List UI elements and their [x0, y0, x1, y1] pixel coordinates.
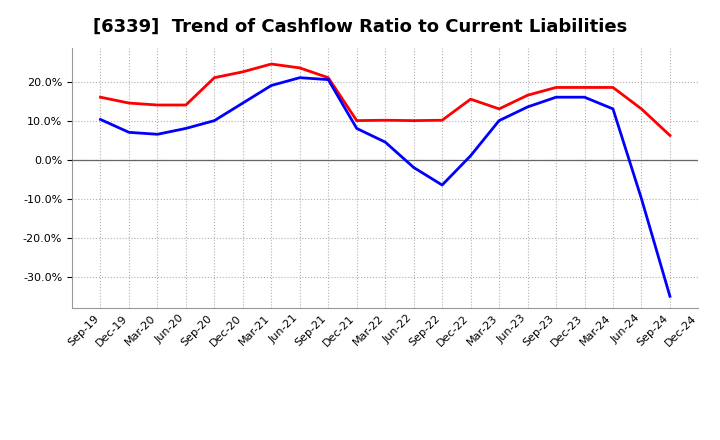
Free CF to Current Liabilities [495, 118, 503, 123]
Free CF to Current Liabilities [352, 126, 361, 131]
Operating CF to Current Liabilities [552, 85, 560, 90]
Operating CF to Current Liabilities [267, 61, 276, 66]
Free CF to Current Liabilities [210, 118, 219, 123]
Free CF to Current Liabilities [410, 165, 418, 170]
Operating CF to Current Liabilities [153, 103, 162, 108]
Free CF to Current Liabilities [181, 126, 190, 131]
Line: Free CF to Current Liabilities: Free CF to Current Liabilities [101, 78, 670, 296]
Operating CF to Current Liabilities [637, 106, 646, 112]
Operating CF to Current Liabilities [381, 117, 390, 123]
Operating CF to Current Liabilities [410, 118, 418, 123]
Operating CF to Current Liabilities [438, 117, 446, 123]
Operating CF to Current Liabilities [295, 65, 304, 70]
Free CF to Current Liabilities [467, 153, 475, 158]
Free CF to Current Liabilities [637, 196, 646, 202]
Free CF to Current Liabilities [267, 83, 276, 88]
Operating CF to Current Liabilities [181, 103, 190, 108]
Free CF to Current Liabilities [608, 106, 617, 112]
Operating CF to Current Liabilities [523, 92, 532, 98]
Free CF to Current Liabilities [665, 293, 674, 299]
Operating CF to Current Liabilities [125, 100, 133, 106]
Operating CF to Current Liabilities [495, 106, 503, 112]
Operating CF to Current Liabilities [210, 75, 219, 81]
Free CF to Current Liabilities [96, 117, 105, 122]
Line: Operating CF to Current Liabilities: Operating CF to Current Liabilities [101, 64, 670, 136]
Operating CF to Current Liabilities [324, 75, 333, 81]
Free CF to Current Liabilities [580, 95, 589, 100]
Free CF to Current Liabilities [438, 183, 446, 188]
Free CF to Current Liabilities [295, 75, 304, 81]
Free CF to Current Liabilities [324, 77, 333, 82]
Free CF to Current Liabilities [381, 139, 390, 145]
Free CF to Current Liabilities [153, 132, 162, 137]
Text: [6339]  Trend of Cashflow Ratio to Current Liabilities: [6339] Trend of Cashflow Ratio to Curren… [93, 18, 627, 35]
Free CF to Current Liabilities [238, 100, 247, 106]
Operating CF to Current Liabilities [238, 69, 247, 74]
Free CF to Current Liabilities [125, 130, 133, 135]
Operating CF to Current Liabilities [96, 95, 105, 100]
Operating CF to Current Liabilities [580, 85, 589, 90]
Operating CF to Current Liabilities [352, 118, 361, 123]
Operating CF to Current Liabilities [467, 96, 475, 102]
Free CF to Current Liabilities [523, 104, 532, 110]
Operating CF to Current Liabilities [665, 133, 674, 138]
Free CF to Current Liabilities [552, 95, 560, 100]
Operating CF to Current Liabilities [608, 85, 617, 90]
